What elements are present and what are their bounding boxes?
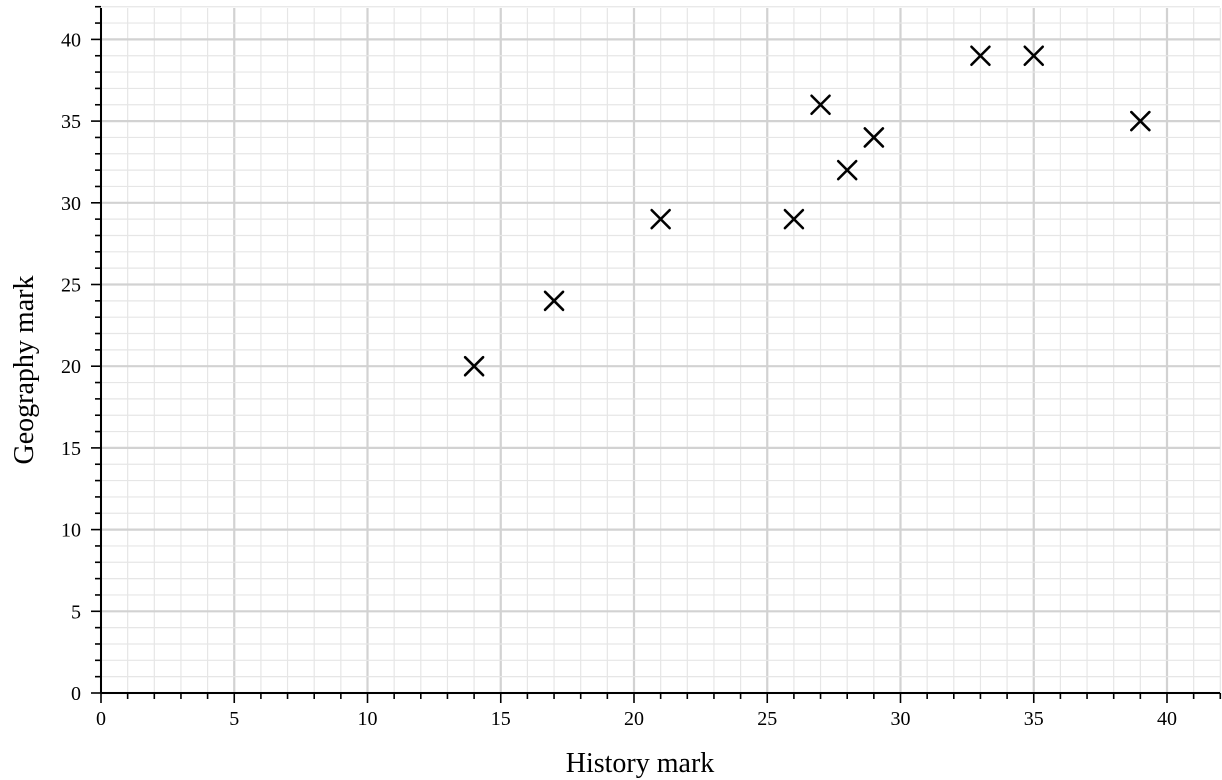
data-point	[970, 45, 991, 67]
x-tick-label: 20	[624, 708, 644, 730]
x-tick-label: 35	[1024, 708, 1044, 730]
grid	[99, 6, 1221, 695]
data-point	[863, 127, 885, 148]
data-point	[543, 290, 565, 312]
data-point	[836, 159, 858, 181]
x-tick-label: 15	[491, 708, 511, 730]
data-point	[783, 208, 805, 230]
axes	[91, 5, 1222, 703]
x-tick-label: 5	[229, 708, 239, 730]
y-tick-label: 0	[71, 683, 81, 705]
y-ticks: 0 5 10 15 20 25 30 35 40	[61, 29, 81, 705]
y-tick-label: 35	[61, 111, 81, 133]
y-tick-label: 40	[61, 29, 81, 51]
y-tick-label: 10	[61, 520, 81, 542]
x-tick-label: 0	[96, 708, 106, 730]
data-point	[810, 94, 831, 116]
y-axis-title: Geography mark	[9, 276, 40, 465]
y-tick-label: 15	[61, 438, 81, 460]
x-tick-label: 40	[1157, 708, 1177, 730]
data-point	[463, 355, 485, 377]
x-tick-label: 25	[757, 708, 777, 730]
y-tick-label: 5	[71, 601, 81, 623]
data-point	[1130, 110, 1151, 132]
data-point	[1023, 45, 1045, 67]
x-tick-label: 10	[358, 708, 378, 730]
x-ticks: 0 5 10 15 20 25 30 35 40	[96, 708, 1177, 730]
y-tick-label: 30	[61, 193, 81, 215]
data-point	[650, 208, 671, 230]
x-tick-label: 30	[891, 708, 911, 730]
data-points	[463, 45, 1151, 377]
y-tick-label: 25	[61, 275, 81, 297]
x-axis-title: History mark	[566, 748, 715, 779]
y-tick-label: 20	[61, 356, 81, 378]
